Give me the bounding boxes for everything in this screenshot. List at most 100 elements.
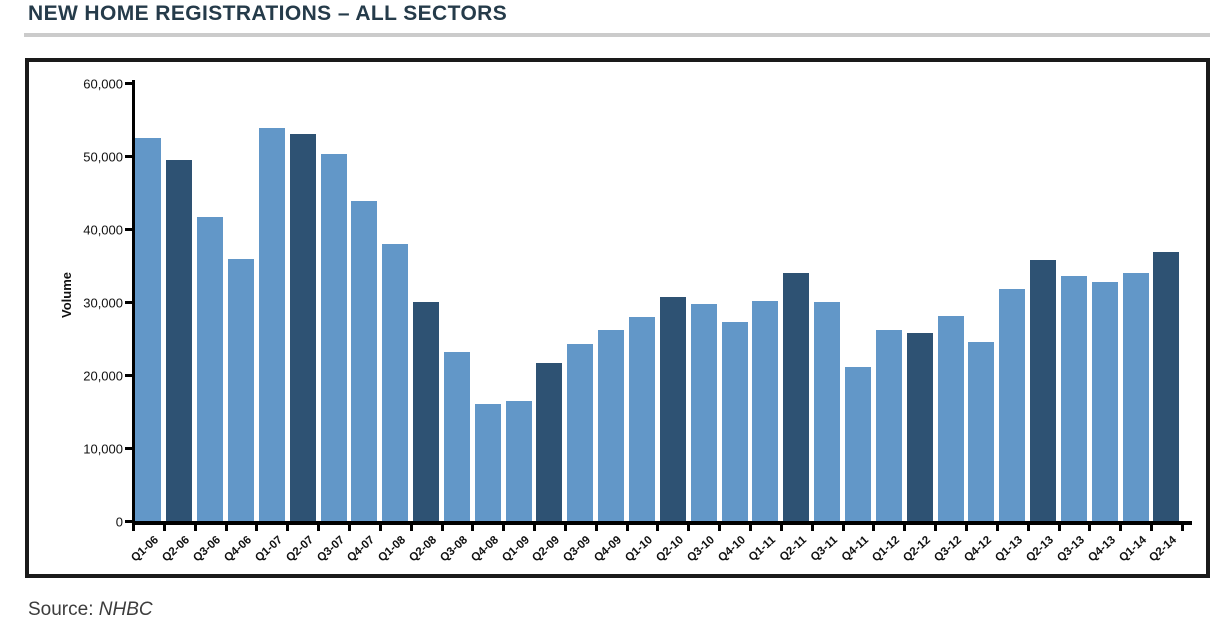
- y-axis-tick-label: 0: [115, 514, 123, 530]
- x-axis-tick: [348, 525, 351, 531]
- x-axis-category-label: Q1-10: [623, 534, 656, 565]
- bar-chart-plot-area: Volume 0 10,000 20,000 30,000 40,000 50,000 60…: [29, 62, 1206, 574]
- x-axis-tick: [965, 525, 968, 531]
- x-axis-category-label: Q1-13: [993, 534, 1026, 565]
- bar: [1153, 252, 1179, 521]
- x-axis-tick: [471, 525, 474, 531]
- bar: [197, 217, 223, 521]
- x-axis-tick: [533, 525, 536, 531]
- bar: [907, 333, 933, 521]
- x-axis-tick: [656, 525, 659, 531]
- x-axis-tick: [410, 525, 413, 531]
- bar: [1030, 260, 1056, 521]
- x-axis-tick: [1058, 525, 1061, 531]
- bar: [351, 201, 377, 521]
- x-axis-tick: [811, 525, 814, 531]
- x-axis-tick: [1150, 525, 1153, 531]
- bar: [228, 259, 254, 521]
- bar: [444, 352, 470, 521]
- x-axis-tick: [718, 525, 721, 531]
- y-axis-tick: [125, 520, 133, 523]
- x-axis-category-label: Q3-08: [438, 534, 471, 565]
- bar: [321, 154, 347, 521]
- x-axis-category-label: Q2-06: [160, 534, 193, 565]
- y-axis-tick: [125, 155, 133, 158]
- x-axis-tick: [1119, 525, 1122, 531]
- x-axis-tick: [502, 525, 505, 531]
- x-axis-tick: [749, 525, 752, 531]
- x-axis-category-label: Q4-06: [222, 534, 255, 565]
- x-axis-category-label: Q3-06: [191, 534, 224, 565]
- bar: [1123, 273, 1149, 521]
- bar: [475, 404, 501, 521]
- x-axis-category-label: Q4-09: [592, 534, 625, 565]
- chart-frame: Volume 0 10,000 20,000 30,000 40,000 50,000 60…: [25, 58, 1210, 578]
- x-axis-category-label: Q2-09: [530, 534, 563, 565]
- y-axis-tick: [125, 82, 133, 85]
- bar: [752, 301, 778, 521]
- x-axis-tick: [441, 525, 444, 531]
- y-axis-tick-label: 50,000: [83, 149, 123, 165]
- x-axis-category-label: Q1-09: [500, 534, 533, 565]
- bar: [536, 363, 562, 521]
- source-label: Source:: [28, 599, 94, 620]
- x-axis-category-label: Q4-11: [839, 534, 872, 564]
- x-axis-category-label: Q1-07: [253, 534, 286, 565]
- x-axis-tick: [163, 525, 166, 531]
- x-axis-tick: [842, 525, 845, 531]
- x-axis-tick: [996, 525, 999, 531]
- y-axis-line: [132, 80, 135, 525]
- bar: [783, 273, 809, 521]
- bar: [382, 244, 408, 521]
- bar: [166, 160, 192, 521]
- x-axis-category-label: Q4-12: [962, 534, 995, 565]
- bar: [999, 289, 1025, 521]
- bar: [722, 322, 748, 521]
- x-axis-category-label: Q4-13: [1086, 534, 1119, 565]
- x-axis-tick: [317, 525, 320, 531]
- x-axis-category-label: Q2-13: [1024, 534, 1057, 565]
- x-axis-tick: [1088, 525, 1091, 531]
- x-axis-category-label: Q4-08: [469, 534, 502, 565]
- source-caption: Source: NHBC: [28, 599, 153, 621]
- bar: [691, 304, 717, 521]
- x-axis-tick: [626, 525, 629, 531]
- y-axis-tick-label: 10,000: [83, 441, 123, 457]
- y-axis-tick: [125, 447, 133, 450]
- x-axis-tick: [255, 525, 258, 531]
- x-axis-tick: [780, 525, 783, 531]
- x-axis-category-label: Q3-11: [808, 534, 841, 564]
- x-axis-category-label: Q3-07: [315, 534, 348, 565]
- x-axis-category-label: Q2-11: [777, 534, 810, 564]
- x-axis-category-label: Q2-12: [901, 534, 934, 565]
- bar: [259, 128, 285, 521]
- bar: [567, 344, 593, 521]
- bar: [413, 302, 439, 521]
- x-axis-tick: [595, 525, 598, 531]
- bar: [290, 134, 316, 521]
- x-axis-tick: [194, 525, 197, 531]
- y-axis-tick-label: 60,000: [83, 76, 123, 92]
- x-axis-tick: [934, 525, 937, 531]
- x-axis-tick: [379, 525, 382, 531]
- bar: [1061, 276, 1087, 521]
- bar: [660, 297, 686, 521]
- x-axis-tick: [286, 525, 289, 531]
- x-axis-tick: [564, 525, 567, 531]
- x-axis-category-label: Q4-10: [716, 534, 749, 565]
- x-axis-tick: [872, 525, 875, 531]
- y-axis-tick-label: 20,000: [83, 368, 123, 384]
- y-axis-tick: [125, 228, 133, 231]
- x-axis-category-label: Q2-10: [654, 534, 687, 565]
- x-axis-tick: [1181, 525, 1184, 531]
- x-axis-category-label: Q1-11: [746, 534, 779, 564]
- x-axis-tick: [687, 525, 690, 531]
- bar: [1092, 282, 1118, 521]
- bar: [506, 401, 532, 521]
- bar: [938, 316, 964, 521]
- title-underline: [24, 33, 1210, 37]
- x-axis-category-label: Q3-12: [932, 534, 965, 565]
- x-axis-category-label: Q1-08: [376, 534, 409, 565]
- x-axis-tick: [903, 525, 906, 531]
- y-axis-tick-label: 40,000: [83, 222, 123, 238]
